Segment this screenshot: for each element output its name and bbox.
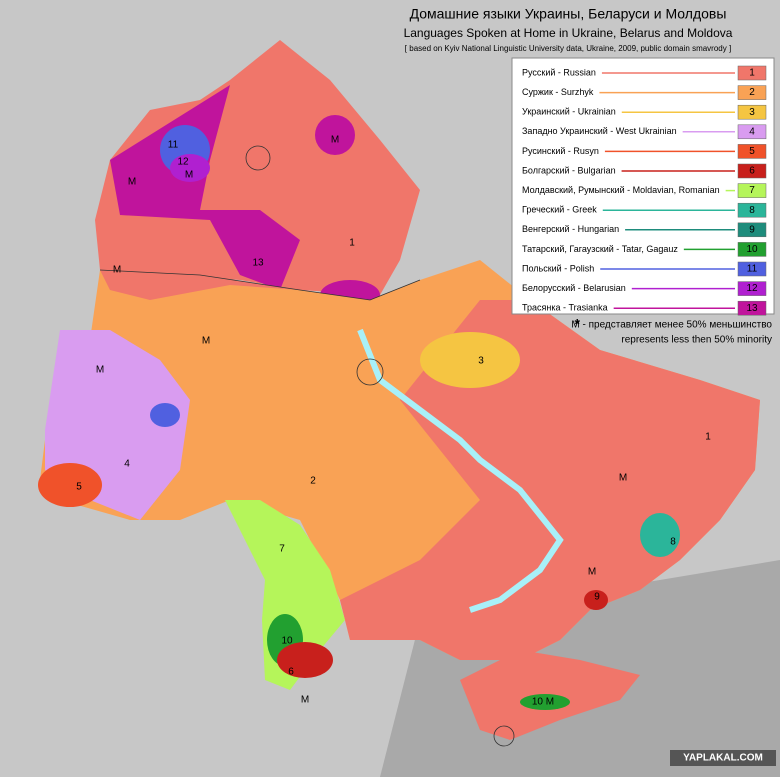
map-label: 10: [281, 636, 293, 647]
legend-number: 4: [749, 126, 755, 137]
legend-swatch: [737, 124, 767, 140]
region: [38, 463, 102, 507]
moldova: [225, 500, 345, 690]
title: Домашние языки Украины, Беларуси и Молдо…: [410, 6, 727, 22]
legend-label: Суржик - Surzhyk: [522, 87, 594, 97]
note: represents less then 50% minority: [621, 335, 772, 346]
region: [170, 154, 210, 182]
map-label: M: [301, 695, 309, 706]
source: [ based on Kyiv National Linguistic Univ…: [405, 44, 731, 53]
region: [150, 403, 180, 427]
legend-label: Греческий - Greek: [522, 205, 597, 215]
legend-label: Трасянка - Trasianka: [522, 303, 608, 313]
legend-box: [511, 57, 775, 315]
legend-number: 3: [749, 107, 755, 118]
legend-swatch: [737, 300, 767, 316]
legend-number: 11: [747, 264, 758, 275]
watermark-bg: [670, 750, 776, 766]
legend-label: Украинский - Ukrainian: [522, 107, 616, 117]
legend-swatch: [737, 202, 767, 218]
region: [640, 513, 680, 557]
region: [520, 694, 570, 710]
legend-label: Болгарский - Bulgarian: [522, 165, 616, 175]
map-label: 7: [279, 544, 285, 555]
river: [357, 328, 564, 613]
map-label: 11: [168, 140, 179, 151]
legend-swatch: [737, 85, 767, 100]
map-label: 2: [310, 476, 316, 487]
legend-swatch: [737, 281, 767, 296]
map-label: M: [619, 473, 627, 484]
legend-label: Польский - Polish: [522, 263, 594, 273]
legend-label: Русинский - Rusyn: [522, 146, 599, 156]
legend-label: Западно Украинский - West Ukrainian: [522, 126, 677, 136]
map-label: 1: [349, 238, 355, 249]
map-label: 10 M: [532, 697, 554, 708]
legend-number: 1: [749, 68, 755, 79]
capital: [356, 358, 384, 386]
legend-swatch: [737, 65, 767, 81]
map-label: 13: [252, 258, 264, 269]
map-label: M: [128, 177, 136, 188]
legend-number: 12: [746, 283, 758, 294]
map-label: M: [202, 336, 210, 347]
map-label: M: [185, 170, 193, 181]
map-label: 4: [124, 459, 130, 470]
legend-label: Русский - Russian: [522, 67, 596, 77]
legend-label: Белорусский - Belarusian: [522, 283, 626, 293]
map-label: M: [113, 265, 121, 276]
city: [493, 725, 515, 747]
map-label: M: [331, 135, 339, 146]
map-label: 8: [670, 537, 676, 548]
region: [100, 270, 300, 300]
legend-number: 9: [749, 224, 755, 235]
region: [277, 642, 333, 678]
legend-swatch: [737, 261, 767, 277]
border: [99, 269, 421, 301]
map-label: 6: [288, 667, 294, 678]
region: [584, 590, 608, 610]
note-marker: *: [575, 316, 581, 332]
legend-swatch: [737, 104, 767, 120]
legend-swatch: [737, 163, 767, 179]
map-label: 12: [177, 157, 189, 168]
map-label: 3: [478, 356, 484, 367]
map-label: M: [588, 567, 596, 578]
legend-number: 2: [749, 87, 755, 98]
map-label: M: [96, 365, 104, 376]
legend-number: 8: [749, 205, 755, 216]
legend-number: 10: [746, 244, 758, 255]
legend-number: 7: [749, 185, 755, 196]
note: M - представляет менее 50% меньшинство: [571, 320, 772, 331]
belarus: [95, 40, 420, 295]
legend-number: 13: [746, 303, 758, 314]
legend: Русский - Russian 1 Суржик - Surzhyk 2 Украи…: [511, 57, 775, 316]
legend-swatch: [737, 144, 767, 159]
legend-label: Татарский, Гагаузский - Tatar, Gagauz: [522, 244, 678, 254]
legend-number: 5: [749, 146, 755, 157]
map-label: 1: [705, 432, 711, 443]
legend-label: Венгерский - Hungarian: [522, 224, 619, 234]
watermark: YAPLAKAL.COM: [683, 753, 763, 764]
legend-number: 6: [749, 166, 755, 177]
map-label: 5: [76, 482, 82, 493]
trasianka-area: [110, 85, 300, 290]
russian-east: [340, 300, 760, 660]
legend-label: Молдавский, Румынский - Moldavian, Roman…: [522, 185, 720, 195]
region: [420, 332, 520, 388]
region: [315, 115, 355, 155]
legend-swatch: [737, 183, 767, 198]
capital: [245, 145, 271, 171]
subtitle: Languages Spoken at Home in Ukraine, Bel…: [404, 26, 733, 40]
legend-swatch: [737, 242, 767, 257]
map-label: 9: [594, 592, 600, 603]
legend-swatch: [737, 222, 767, 238]
